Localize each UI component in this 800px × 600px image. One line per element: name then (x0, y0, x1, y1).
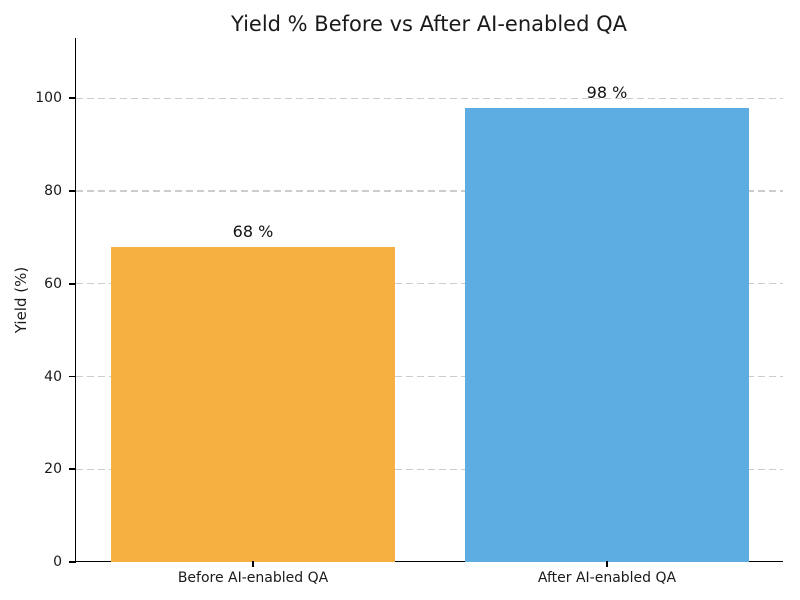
bar (111, 246, 395, 562)
x-tick-label: After AI-enabled QA (537, 570, 677, 586)
y-tick-mark (69, 190, 76, 192)
x-tick-mark (252, 561, 254, 567)
y-tick-mark (69, 375, 76, 378)
gridline (76, 190, 783, 192)
y-tick-mark (69, 561, 76, 563)
y-tick-mark (69, 468, 76, 471)
x-tick-label: Before AI-enabled QA (177, 570, 329, 586)
bar-value-label: 98 % (586, 82, 628, 102)
gridline (76, 375, 783, 378)
y-tick-label: 80 (44, 183, 62, 200)
y-tick-mark (69, 97, 76, 100)
gridline (76, 468, 783, 470)
y-tick-label: 60 (44, 275, 62, 292)
x-tick-mark (606, 561, 608, 567)
gridline (76, 97, 783, 99)
plot-area: 0 20 40 60 80 100 68 % Before AI-enabled QA 98 %… (35, 38, 783, 586)
y-tick-label: 40 (44, 368, 62, 385)
y-tick-mark (69, 282, 76, 285)
bar-value-label: 68 % (232, 221, 274, 241)
y-tick-label: 100 (35, 90, 62, 107)
y-tick-label: 20 (44, 461, 62, 478)
chart-title: Yield % Before vs After AI-enabled QA (230, 12, 627, 36)
bar (465, 107, 749, 562)
y-tick-label: 0 (53, 554, 62, 570)
gridline (76, 283, 783, 285)
